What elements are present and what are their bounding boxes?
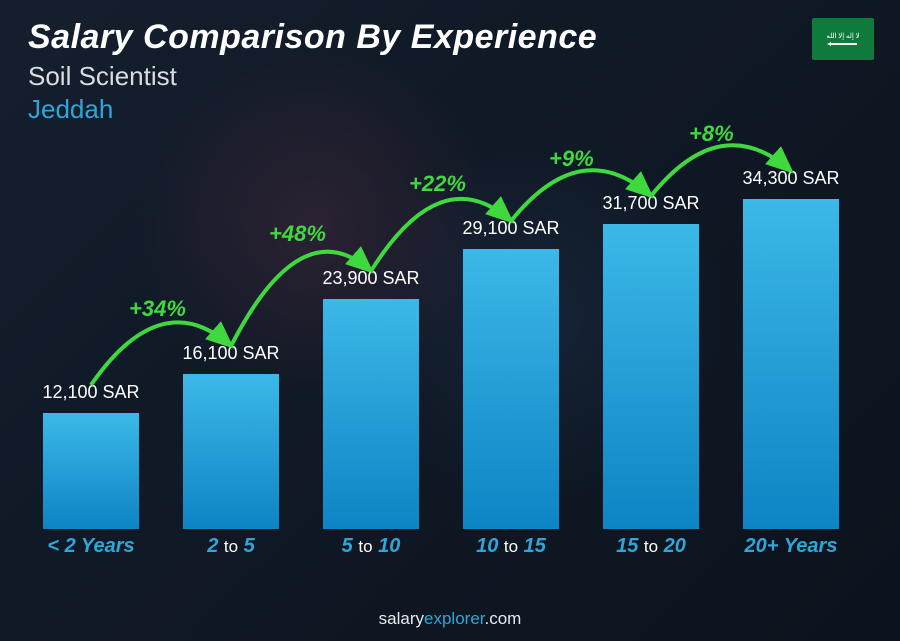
chart-subtitle-city: Jeddah — [28, 94, 872, 125]
x-axis-labels: < 2 Years 2 to 5 5 to 10 10 to 15 15 to 20 20… — [30, 535, 852, 571]
footer-pre: salary — [379, 609, 424, 628]
bars-container: 12,100 SAR 16,100 SAR 23,900 SAR 29,100 SAR… — [30, 150, 852, 529]
bar-slot: 12,100 SAR — [30, 382, 152, 529]
x-axis-label: 10 to 15 — [450, 535, 572, 571]
bar — [743, 199, 839, 529]
bar-value-label: 31,700 SAR — [602, 193, 699, 214]
bar-front — [323, 299, 419, 529]
bar — [603, 224, 699, 529]
x-axis-label: < 2 Years — [30, 535, 152, 571]
growth-label: +48% — [269, 221, 326, 247]
bar — [183, 374, 279, 529]
bar-slot: 16,100 SAR — [170, 343, 292, 529]
x-axis-label: 2 to 5 — [170, 535, 292, 571]
bar-front — [603, 224, 699, 529]
footer-post: .com — [485, 609, 522, 628]
bar-value-label: 12,100 SAR — [42, 382, 139, 403]
svg-text:لا إله إلا الله: لا إله إلا الله — [826, 32, 859, 40]
x-axis-label: 15 to 20 — [590, 535, 712, 571]
bar-front — [743, 199, 839, 529]
growth-label: +8% — [689, 121, 734, 147]
bar-value-label: 23,900 SAR — [322, 268, 419, 289]
bar-front — [43, 413, 139, 529]
bar-slot: 23,900 SAR — [310, 268, 432, 529]
header: Salary Comparison By Experience Soil Sci… — [28, 18, 872, 125]
bar-value-label: 34,300 SAR — [742, 168, 839, 189]
bar — [463, 249, 559, 529]
bar-slot: 31,700 SAR — [590, 193, 712, 529]
bar-front — [183, 374, 279, 529]
bar-front — [463, 249, 559, 529]
bar-slot: 29,100 SAR — [450, 218, 572, 529]
x-axis-label: 5 to 10 — [310, 535, 432, 571]
flag-saudi-arabia: لا إله إلا الله — [812, 18, 874, 60]
chart-subtitle-role: Soil Scientist — [28, 61, 872, 92]
bar — [323, 299, 419, 529]
bar-value-label: 16,100 SAR — [182, 343, 279, 364]
bar-chart: 12,100 SAR 16,100 SAR 23,900 SAR 29,100 SAR… — [30, 150, 852, 571]
bar — [43, 413, 139, 529]
footer-attribution: salaryexplorer.com — [0, 609, 900, 629]
bar-value-label: 29,100 SAR — [462, 218, 559, 239]
growth-label: +22% — [409, 171, 466, 197]
bar-slot: 34,300 SAR — [730, 168, 852, 529]
x-axis-label: 20+ Years — [730, 535, 852, 571]
chart-title: Salary Comparison By Experience — [28, 18, 872, 57]
growth-label: +9% — [549, 146, 594, 172]
growth-label: +34% — [129, 296, 186, 322]
footer-highlight: explorer — [424, 609, 484, 628]
